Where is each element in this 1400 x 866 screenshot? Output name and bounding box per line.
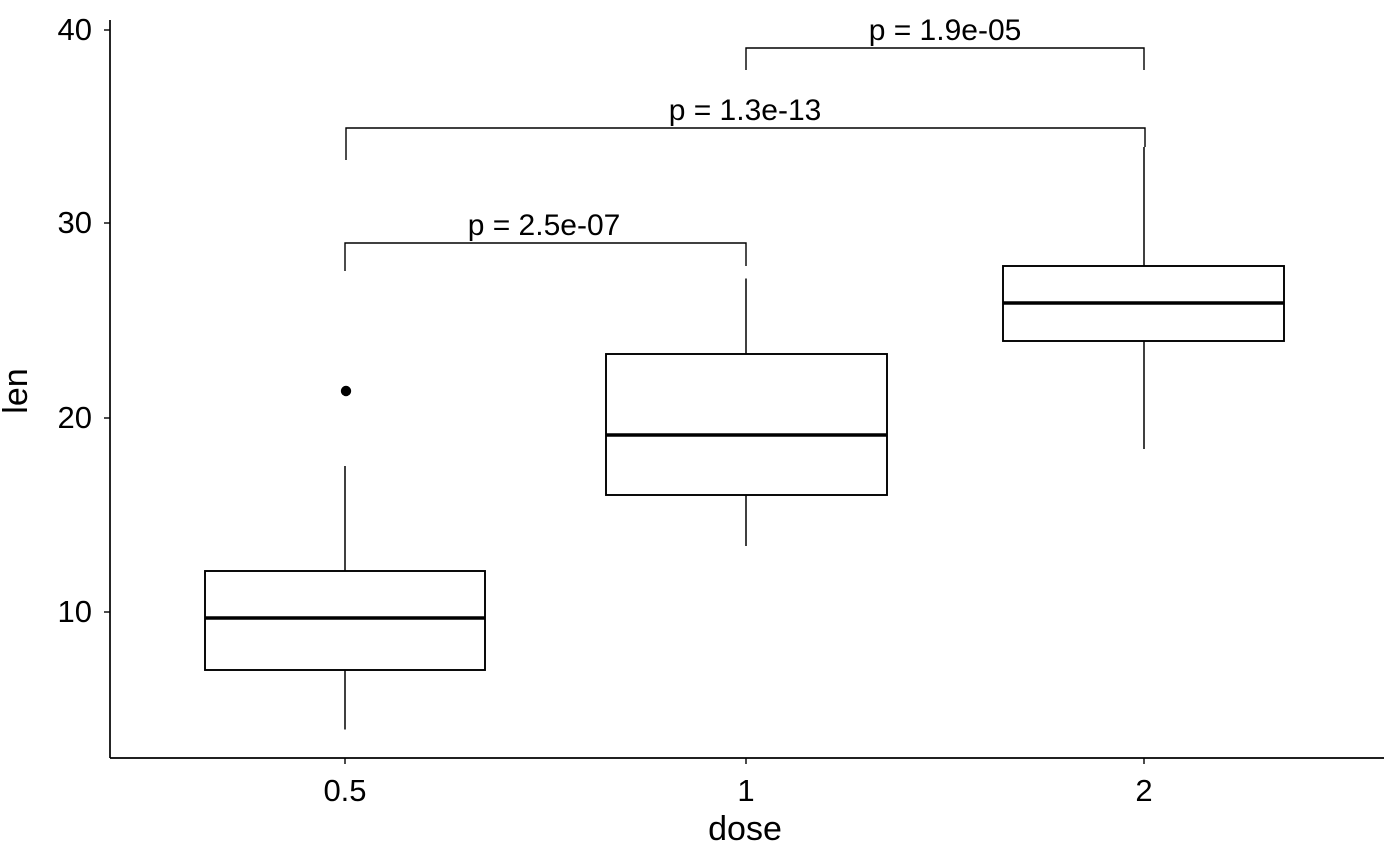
svg-text:10: 10 [58,594,92,629]
svg-text:0.5: 0.5 [323,773,366,808]
svg-text:p = 1.3e-13: p = 1.3e-13 [669,94,822,127]
svg-text:len: len [0,368,35,413]
svg-text:p = 1.9e-05: p = 1.9e-05 [869,14,1022,47]
svg-text:40: 40 [58,12,92,47]
svg-text:1: 1 [737,773,754,808]
svg-text:30: 30 [58,205,92,240]
svg-text:2: 2 [1135,773,1152,808]
svg-text:dose: dose [708,810,782,848]
svg-text:p = 2.5e-07: p = 2.5e-07 [468,209,621,242]
svg-text:20: 20 [58,400,92,435]
